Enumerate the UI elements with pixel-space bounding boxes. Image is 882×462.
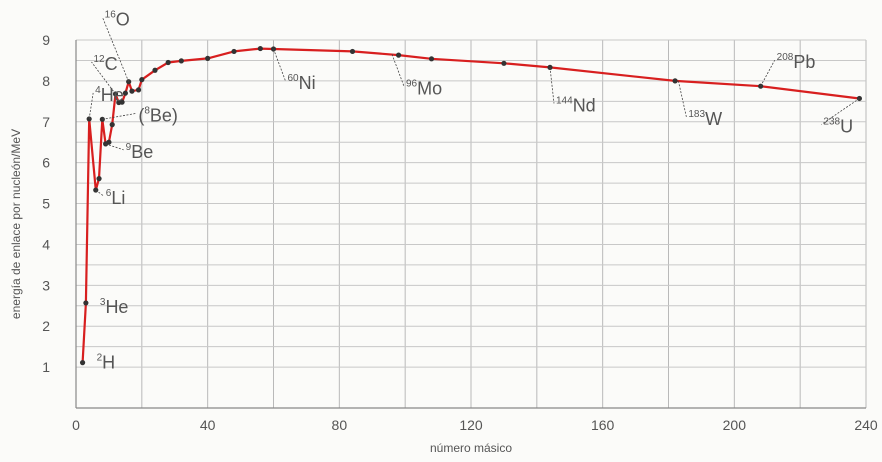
- label-leader: [760, 60, 776, 87]
- x-tick-label: 0: [72, 417, 80, 433]
- series-line-binding-energy: [81, 47, 860, 363]
- data-point: [231, 48, 237, 55]
- axes: [75, 40, 866, 409]
- data-point: [106, 139, 112, 145]
- y-tick-labels: 1 2 3 4 5 6 7 8 9: [42, 32, 50, 375]
- x-tick-labels: 0 40 80 120 160 200 240: [72, 417, 878, 433]
- x-tick-label: 240: [854, 417, 878, 433]
- data-point: [96, 176, 102, 182]
- isotope-label: 2H: [97, 353, 116, 373]
- data-point: [856, 95, 863, 102]
- isotope-label: 96Mo: [406, 78, 442, 98]
- data-point: [83, 300, 89, 306]
- isotope-label: 16O: [105, 10, 130, 30]
- y-tick-label: 5: [42, 196, 50, 212]
- x-tick-label: 40: [200, 417, 216, 433]
- label-leader: [88, 92, 94, 119]
- y-tick-label: 4: [42, 236, 50, 252]
- data-point: [139, 77, 145, 83]
- isotope-label: (8Be): [138, 105, 178, 125]
- y-tick-label: 8: [42, 73, 50, 89]
- y-tick-label: 3: [42, 277, 50, 293]
- label-leader: [91, 61, 116, 95]
- x-tick-label: 80: [332, 417, 348, 433]
- label-leader: [95, 189, 104, 197]
- label-leader: [102, 17, 130, 82]
- data-point: [135, 87, 142, 93]
- y-axis-label: energía de enlace por nucleón/MeV: [9, 129, 23, 319]
- isotope-label: 208Pb: [777, 52, 816, 72]
- isotope-label: 6Li: [106, 188, 126, 208]
- label-leader: [549, 67, 555, 104]
- data-point: [165, 59, 171, 66]
- isotope-label: 238U: [823, 116, 853, 136]
- x-tick-label: 120: [459, 417, 483, 433]
- isotope-label: 183W: [688, 109, 722, 129]
- data-point: [672, 78, 678, 84]
- data-point: [501, 60, 507, 66]
- data-point: [122, 90, 128, 96]
- data-point: [109, 122, 115, 128]
- isotope-label: 9Be: [126, 142, 154, 162]
- label-leader: [102, 112, 137, 120]
- x-tick-label: 160: [591, 417, 615, 433]
- data-point: [178, 58, 184, 64]
- data-point: [205, 55, 211, 62]
- data-point: [119, 99, 125, 105]
- data-point: [79, 360, 86, 366]
- x-axis-label: número másico: [430, 441, 512, 455]
- label-leader: [677, 80, 687, 117]
- y-tick-label: 9: [42, 32, 50, 48]
- label-leader: [105, 143, 124, 151]
- y-tick-label: 1: [42, 359, 50, 375]
- data-point: [349, 48, 356, 55]
- data-point: [428, 56, 435, 62]
- y-tick-label: 7: [42, 114, 50, 130]
- data-point: [395, 52, 402, 58]
- isotope-label: 12C: [94, 54, 118, 74]
- data-points: [79, 45, 863, 366]
- data-point: [129, 88, 135, 94]
- isotope-label: 60Ni: [288, 73, 316, 93]
- y-tick-label: 2: [42, 318, 50, 334]
- x-tick-label: 200: [723, 417, 747, 433]
- label-leader: [821, 98, 860, 125]
- isotope-label: 4He: [95, 85, 124, 105]
- isotope-label: 144Nd: [556, 95, 596, 115]
- grid-lines: [76, 39, 867, 408]
- isotope-label: 3He: [100, 297, 129, 317]
- label-leader: [273, 48, 286, 82]
- y-tick-label: 6: [42, 155, 50, 171]
- data-point: [257, 45, 263, 52]
- label-leader: [391, 54, 405, 87]
- isotope-labels: 2H 3He 4He 6Li 9Be (8Be) 12C 16O 60Ni 96Mo 144Nd 18…: [88, 10, 860, 373]
- data-point: [152, 67, 158, 73]
